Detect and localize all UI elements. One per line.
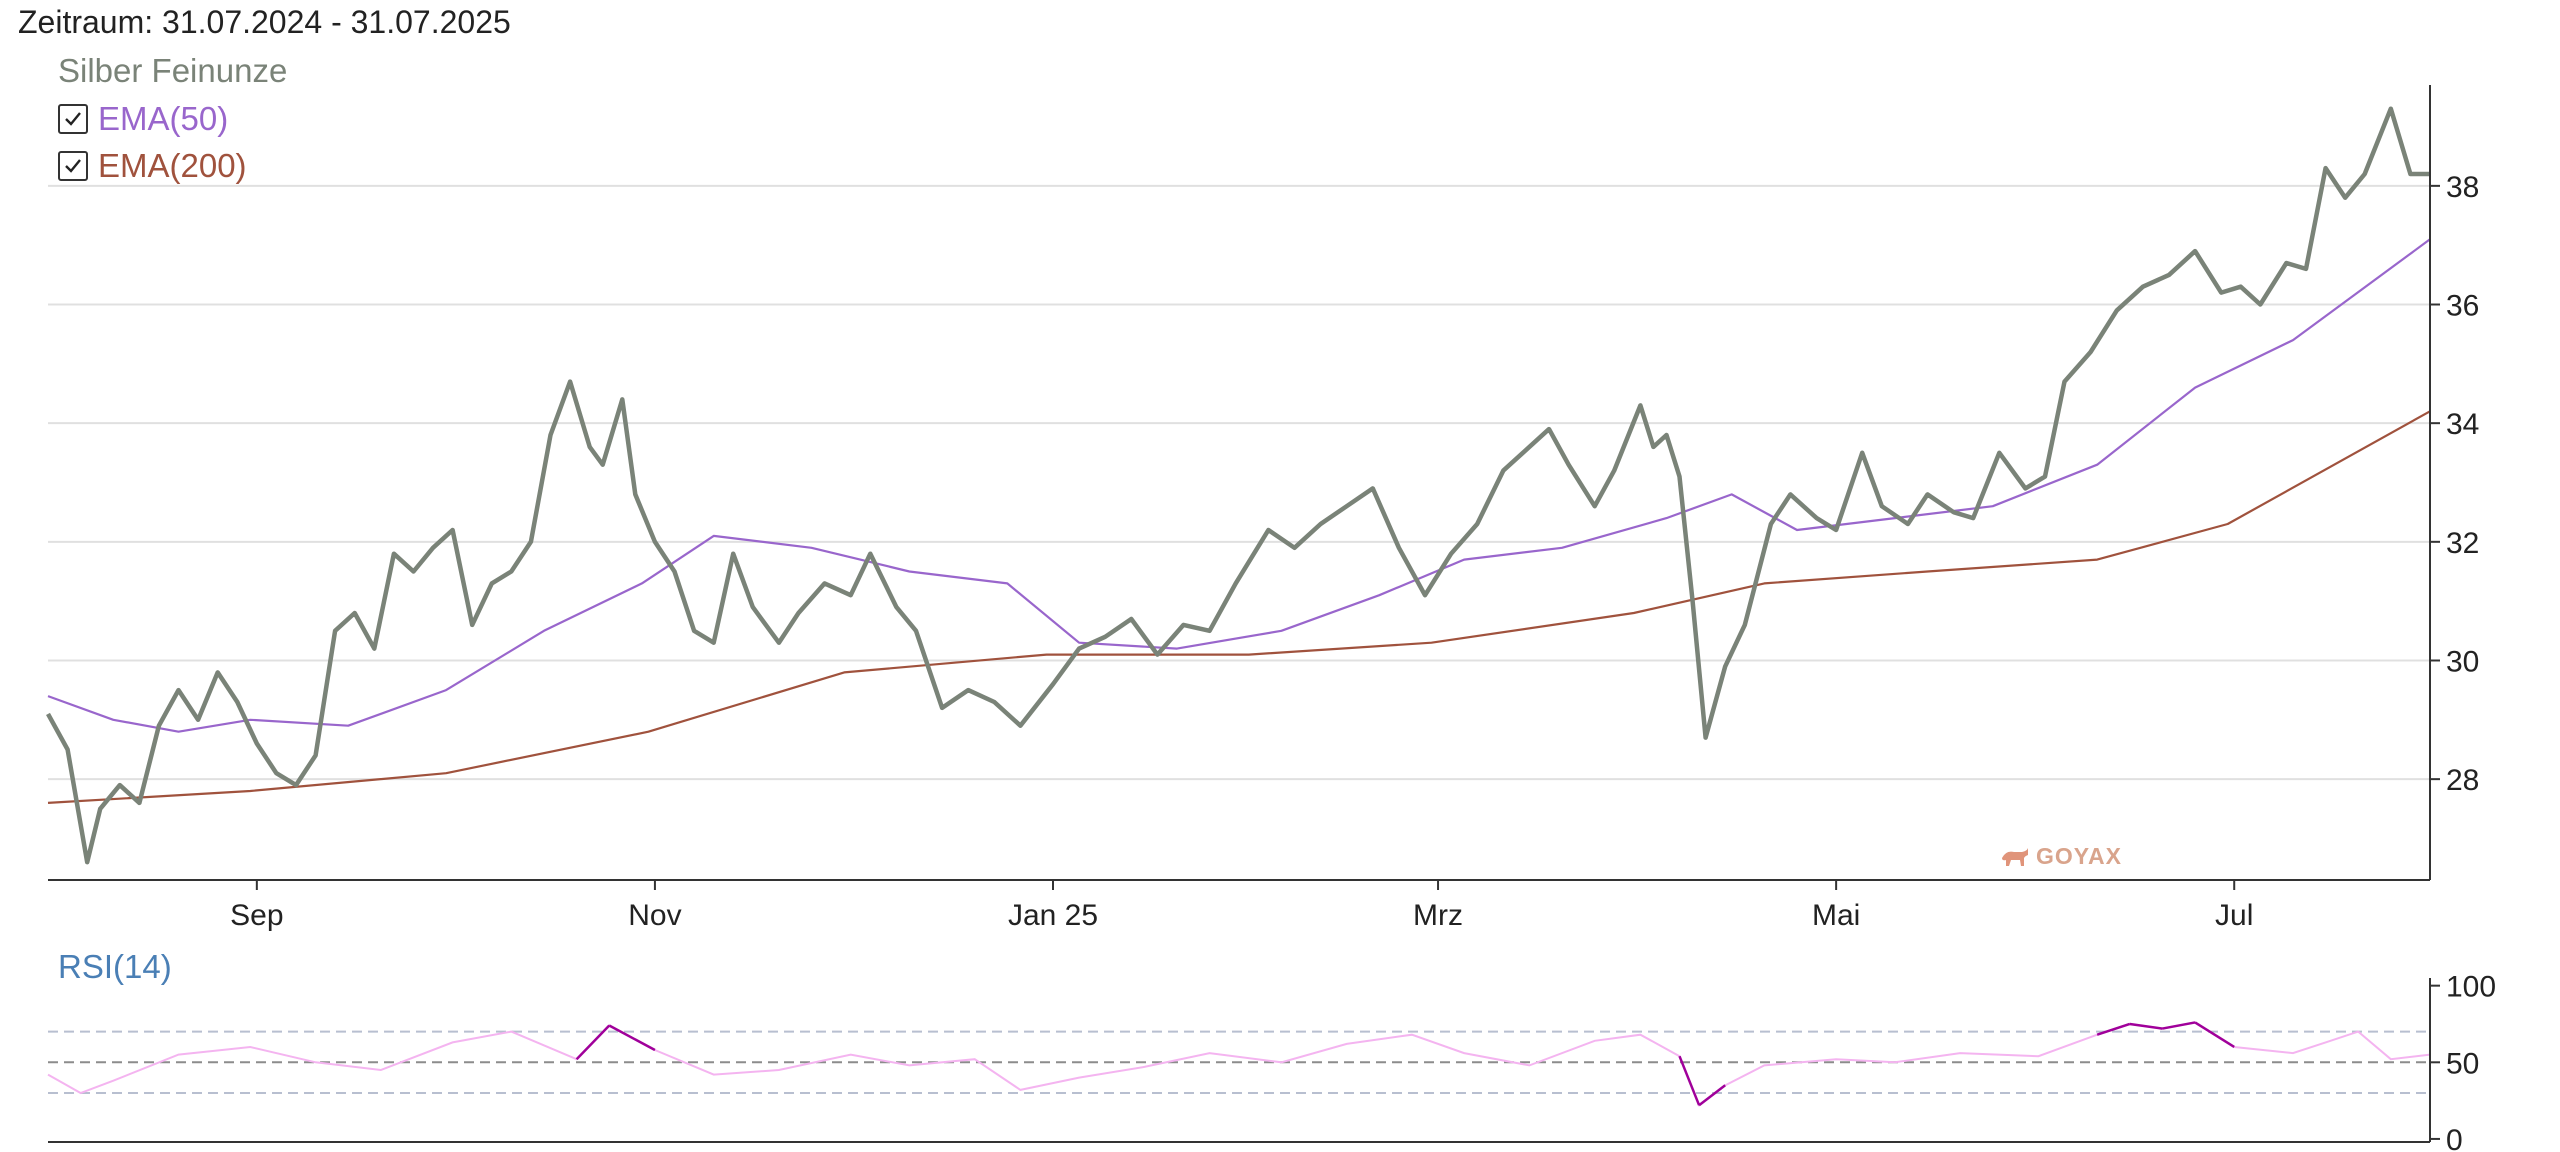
y-tick-label: 28 [2446,764,2479,797]
x-tick-label: Jan 25 [1008,899,1098,932]
ema200-layer [47,410,2431,804]
rsi-extreme-segment [2129,1022,2163,1030]
x-tick-label: Mrz [1413,899,1463,932]
rsi-extreme-segment [575,1024,611,1061]
x-tick-label: Nov [628,899,681,932]
rsi-y-tick-label: 100 [2446,971,2496,1004]
legend-item-ema50[interactable]: EMA(50) [58,100,228,138]
ema50-layer [47,238,2431,733]
main-axes: 28 30 32 34 36 38 Sep Nov Jan 25 Mrz Mai Jul [48,85,2479,932]
rsi-extreme-segment [2194,1021,2235,1049]
ema200-label: EMA(200) [98,147,247,184]
goyax-logo: GOYAX [2000,843,2122,870]
bull-icon [2002,847,2028,866]
ema50-checkbox[interactable] [58,104,88,134]
rsi-extreme-segment [2162,1021,2196,1030]
logo-text: GOYAX [2036,843,2122,869]
rsi-layer [47,1021,2431,1107]
rsi-y-tick-label: 50 [2446,1047,2479,1080]
rsi-axes: 0 50 100 [48,971,2496,1152]
ema50-label: EMA(50) [98,100,229,137]
ema200-line [47,410,2431,804]
y-tick-label: 36 [2446,290,2479,323]
y-tick-label: 34 [2446,408,2479,441]
rsi-extreme-segment [1698,1084,1726,1107]
rsi-extreme-segment [608,1024,656,1052]
chart-period-title: Zeitraum: 31.07.2024 - 31.07.2025 [18,4,511,40]
main-grid [48,184,2430,781]
y-tick-label: 32 [2446,527,2479,560]
x-tick-label: Sep [230,899,283,932]
rsi-name: RSI(14) [58,948,172,985]
x-tick-label: Mai [1812,899,1860,932]
rsi-label: RSI(14) [58,948,172,986]
main-series-name: Silber Feinunze [58,52,288,89]
main-series-label: Silber Feinunze [58,52,287,90]
rsi-extreme-segment [2096,1022,2131,1036]
x-tick-label: Jul [2215,899,2253,932]
rsi-reference-lines [48,1030,2430,1094]
ema50-line [47,238,2431,733]
legend-item-ema200[interactable]: EMA(200) [58,147,247,185]
price-layer [46,106,2430,865]
y-tick-label: 38 [2446,171,2479,204]
price-line [46,106,2430,865]
y-tick-label: 30 [2446,645,2479,678]
checkmark-icon [65,112,81,126]
rsi-extreme-segment [1678,1055,1701,1106]
ema200-checkbox[interactable] [58,151,88,181]
rsi-y-tick-label: 0 [2446,1124,2463,1152]
checkmark-icon [65,159,81,173]
